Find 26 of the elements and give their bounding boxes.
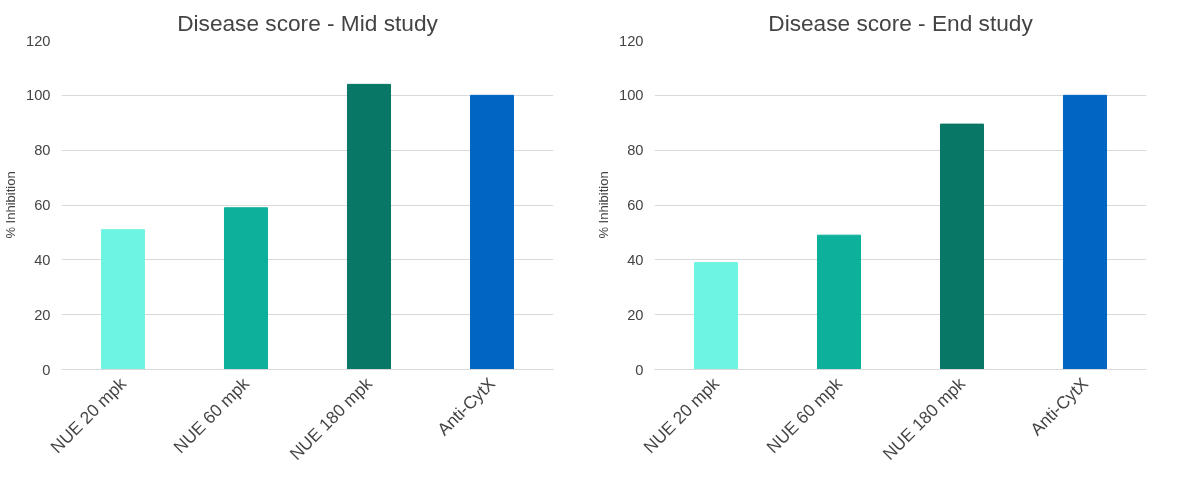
bar xyxy=(100,229,146,370)
y-axis-title: % Inhibition xyxy=(596,171,612,239)
y-tick-label: 0 xyxy=(635,361,644,378)
bar xyxy=(816,234,862,370)
y-tick-label: 20 xyxy=(627,306,644,323)
bar xyxy=(693,262,739,370)
y-tick-label: 120 xyxy=(26,32,51,49)
bar xyxy=(1062,94,1108,370)
y-tick-label: 20 xyxy=(34,306,51,323)
y-tick-label: 60 xyxy=(627,197,644,213)
bar xyxy=(346,83,392,370)
y-tick-label: 0 xyxy=(42,361,51,378)
chart-title: Disease score - Mid study xyxy=(177,9,439,36)
bar xyxy=(469,94,515,370)
y-tick-label: 40 xyxy=(627,251,644,268)
y-tick-label: 80 xyxy=(34,142,51,159)
y-tick-label: 120 xyxy=(619,32,644,49)
y-tick-label: 60 xyxy=(34,197,51,213)
y-axis-title: % Inhibition xyxy=(3,171,19,239)
y-tick-label: 80 xyxy=(627,142,644,159)
chart-title: Disease score - End study xyxy=(768,9,1034,36)
bar xyxy=(223,207,269,370)
y-tick-label: 40 xyxy=(34,251,51,268)
y-tick-label: 100 xyxy=(26,87,51,104)
y-tick-label: 100 xyxy=(619,87,644,104)
bar xyxy=(939,123,985,370)
